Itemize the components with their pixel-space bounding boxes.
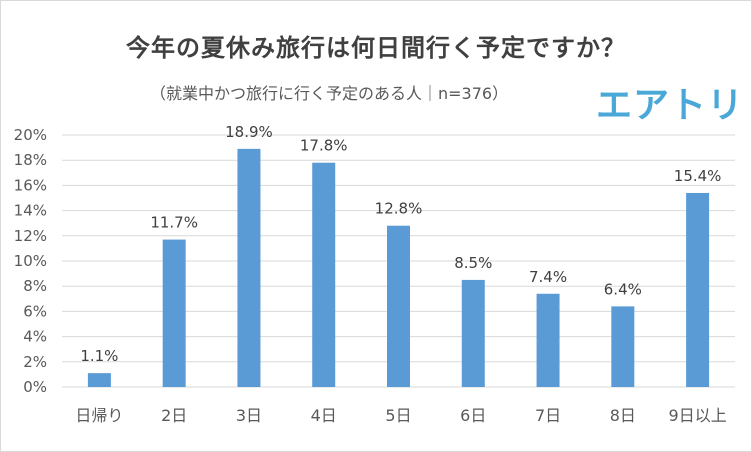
- data-label: 7.4%: [529, 268, 567, 286]
- y-tick-label: 16%: [14, 176, 47, 194]
- bar: [461, 279, 485, 387]
- data-label: 6.4%: [604, 280, 642, 298]
- y-tick-label: 6%: [23, 302, 47, 320]
- chart-subtitle: （就業中かつ旅行に行く予定のある人｜n=376）: [150, 84, 509, 103]
- brand-logo: エアトリ: [596, 85, 745, 126]
- data-label: 15.4%: [674, 167, 722, 185]
- bar: [87, 373, 111, 387]
- y-tick-label: 14%: [14, 202, 47, 220]
- bars: [87, 148, 710, 387]
- x-category-label: 8日: [610, 406, 636, 425]
- y-tick-label: 2%: [23, 353, 47, 371]
- y-tick-label: 4%: [23, 328, 47, 346]
- x-axis-labels: 日帰り 2日 3日 4日 5日 6日 7日 8日 9日以上: [75, 406, 726, 425]
- bar: [237, 148, 261, 387]
- x-category-label: 3日: [236, 406, 262, 425]
- data-label: 17.8%: [300, 137, 348, 155]
- x-category-label: 5日: [385, 406, 411, 425]
- y-axis-ticks: 0% 2% 4% 6% 8% 10% 12% 14% 16% 18% 20%: [14, 126, 47, 396]
- x-category-label: 9日以上: [669, 406, 727, 425]
- x-category-label: 2日: [161, 406, 187, 425]
- y-tick-label: 0%: [23, 378, 47, 396]
- x-category-label: 7日: [535, 406, 561, 425]
- data-label: 18.9%: [225, 123, 273, 141]
- y-tick-label: 12%: [14, 227, 47, 245]
- y-tick-label: 8%: [23, 277, 47, 295]
- bar: [611, 306, 635, 387]
- bar: [536, 293, 560, 387]
- x-category-label: 日帰り: [75, 406, 123, 425]
- data-label: 12.8%: [375, 200, 423, 218]
- data-label: 1.1%: [80, 347, 118, 365]
- x-category-label: 6日: [460, 406, 486, 425]
- data-label: 11.7%: [150, 214, 198, 232]
- y-tick-label: 18%: [14, 151, 47, 169]
- data-labels: 1.1% 11.7% 18.9% 17.8% 12.8% 8.5% 7.4% 6.4% 15.4…: [80, 123, 721, 365]
- y-tick-label: 20%: [14, 126, 47, 144]
- chart-title: 今年の夏休み旅行は何日間行く予定ですか？: [126, 34, 626, 62]
- bar: [312, 162, 336, 387]
- y-tick-label: 10%: [14, 252, 47, 270]
- bar: [387, 225, 410, 387]
- x-category-label: 4日: [311, 406, 337, 425]
- bar: [162, 239, 186, 387]
- data-label: 8.5%: [454, 254, 492, 272]
- bar: [686, 192, 710, 387]
